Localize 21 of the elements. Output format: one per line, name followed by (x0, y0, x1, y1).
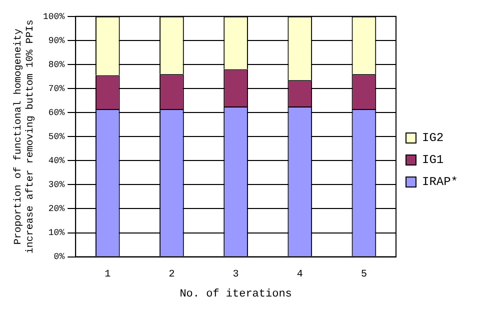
y-tick-label: 90% (48, 36, 66, 46)
y-tick-label: 50% (48, 132, 66, 142)
y-tick-label: 10% (48, 228, 66, 238)
x-tick-label: 3 (232, 269, 239, 280)
y-tick-label: 40% (48, 156, 66, 166)
legend-label: IRAP* (422, 175, 458, 190)
legend-label: IG2 (422, 131, 444, 146)
y-tick-label: 80% (48, 60, 66, 70)
y-tick-label: 0% (54, 252, 66, 262)
legend-label: IG1 (422, 153, 444, 168)
y-tick-label: 60% (48, 108, 66, 118)
y-tick-label: 70% (48, 84, 66, 94)
x-tick-label: 1 (104, 269, 111, 280)
x-tick-label: 2 (168, 269, 175, 280)
y-tick-label: 30% (48, 180, 66, 190)
y-tick-label: 20% (48, 204, 66, 214)
y-tick-label: 100% (42, 12, 66, 22)
x-axis-title: No. of iterations (180, 288, 292, 300)
x-tick-label: 5 (360, 269, 367, 280)
y-axis-title: Proportion of functional homogeneity increase after removing buttom 10% PPIs (12, 20, 37, 254)
x-tick-label: 4 (296, 269, 303, 280)
